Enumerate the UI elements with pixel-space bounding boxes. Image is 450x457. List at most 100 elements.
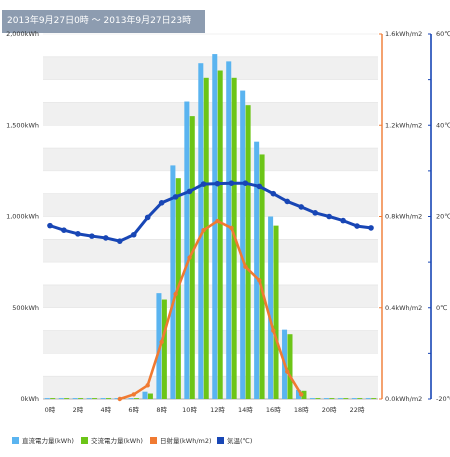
grid-band <box>43 330 378 354</box>
temperature-point <box>312 210 318 216</box>
bar-ac-power <box>301 390 307 399</box>
x-tick-label: 0時 <box>45 406 56 414</box>
legend-label-temperature: 気温(℃) <box>227 437 253 445</box>
grid-band <box>43 376 378 399</box>
y-right2-tick-label: 60℃ <box>436 30 450 38</box>
y-left-tick-label: 1,000kWh <box>6 213 39 221</box>
irradiance-point <box>257 278 262 283</box>
irradiance-point <box>173 291 178 297</box>
grid-band <box>43 56 378 80</box>
y-left-tick-label: 2,000kWh <box>6 30 39 38</box>
bar-ac-power <box>245 105 251 400</box>
temperature-point <box>61 227 67 233</box>
bar-dc-power <box>170 165 176 399</box>
irradiance-point <box>201 227 206 233</box>
legend-label-irradiance: 日射量(kWh/m2) <box>160 437 212 445</box>
bar-dc-power <box>296 389 302 399</box>
bar-dc-power <box>128 398 134 399</box>
bar-ac-power <box>161 299 167 399</box>
legend-item-dc-power[interactable]: 直流電力量(kWh) <box>12 437 74 445</box>
bar-ac-power <box>371 398 377 399</box>
temperature-point <box>75 231 81 237</box>
bar-ac-power <box>273 225 279 399</box>
grid-band <box>43 148 378 171</box>
temperature-point <box>284 198 291 205</box>
temperature-point <box>89 233 95 239</box>
irradiance-point <box>131 392 136 397</box>
x-tick-label: 16時 <box>266 406 281 414</box>
bar-dc-power <box>268 216 274 399</box>
date-range-label: 2013年9月27日0時 ～ 2013年9月27日23時 <box>2 10 205 33</box>
bar-dc-power <box>86 398 92 399</box>
bar-dc-power <box>212 54 218 399</box>
y-right1-tick-label: 1.2kWh/m2 <box>385 121 422 129</box>
legend-swatch-dc <box>12 437 19 444</box>
bar-ac-power <box>315 398 321 399</box>
legend-swatch-irradiance <box>150 437 157 444</box>
grid-band <box>43 284 378 308</box>
legend-item-irradiance[interactable]: 日射量(kWh/m2) <box>150 437 212 445</box>
x-tick-label: 4時 <box>100 406 111 414</box>
y-right1-tick-label: 0.4kWh/m2 <box>385 304 422 312</box>
bar-dc-power <box>44 398 50 399</box>
temperature-point <box>47 222 53 229</box>
temperature-point <box>298 204 305 210</box>
y-right2-tick-label: 40℃ <box>436 121 450 129</box>
temperature-point <box>172 194 179 200</box>
bar-dc-power <box>254 141 260 400</box>
y-right1-tick-label: 0.0kWh/m2 <box>385 395 422 403</box>
bar-ac-power <box>189 116 195 399</box>
y-left-tick-label: 1,500kWh <box>6 121 39 129</box>
bar-dc-power <box>323 398 329 399</box>
irradiance-point <box>299 392 304 397</box>
y-right1-tick-label: 0.8kWh/m2 <box>385 213 422 221</box>
legend-label-dc: 直流電力量(kWh) <box>22 437 74 445</box>
irradiance-point <box>285 369 290 374</box>
bar-dc-power <box>309 398 315 399</box>
bar-dc-power <box>142 391 148 399</box>
bar-dc-power <box>72 398 78 399</box>
temperature-point <box>130 231 137 238</box>
temperature-point <box>200 181 207 187</box>
legend-item-ac-power[interactable]: 交流電力量(kWh) <box>81 437 143 445</box>
legend-item-temperature[interactable]: 気温(℃) <box>217 437 252 445</box>
y-left-tick-label: 500kWh <box>12 304 39 312</box>
temperature-point <box>256 183 263 190</box>
bar-dc-power <box>156 293 162 399</box>
x-tick-label: 18時 <box>294 406 309 414</box>
temperature-point <box>103 235 109 241</box>
y-left-tick-label: 0kWh <box>21 395 39 403</box>
temperature-point <box>326 213 332 220</box>
bar-ac-power <box>357 398 363 399</box>
irradiance-point <box>187 255 192 260</box>
temperature-point <box>340 217 346 224</box>
bar-dc-power <box>337 398 343 399</box>
x-tick-label: 22時 <box>350 406 365 414</box>
temperature-point <box>144 214 151 221</box>
bar-dc-power <box>114 398 120 399</box>
grid-band <box>43 102 378 126</box>
bar-ac-power <box>329 398 335 399</box>
temperature-point <box>214 180 221 187</box>
bar-dc-power <box>198 63 204 399</box>
x-tick-label: 20時 <box>322 406 337 414</box>
temperature-point <box>368 225 374 231</box>
bar-dc-power <box>184 101 190 400</box>
irradiance-point <box>271 328 276 333</box>
legend-swatch-temperature <box>217 437 224 444</box>
bar-dc-power <box>365 398 371 399</box>
bar-dc-power <box>240 90 246 399</box>
x-tick-label: 6時 <box>128 406 139 414</box>
x-tick-label: 12時 <box>210 406 225 414</box>
irradiance-point <box>243 264 248 269</box>
x-tick-label: 10時 <box>182 406 197 414</box>
legend-swatch-ac <box>81 437 88 444</box>
y-right2-tick-label: 20℃ <box>436 213 450 221</box>
y-right1-tick-label: 1.6kWh/m2 <box>385 30 422 38</box>
bar-ac-power <box>64 398 70 399</box>
bar-ac-power <box>106 398 112 399</box>
bar-ac-power <box>92 398 98 399</box>
bar-dc-power <box>58 398 64 399</box>
bar-ac-power <box>78 398 84 399</box>
bar-ac-power <box>259 154 265 399</box>
